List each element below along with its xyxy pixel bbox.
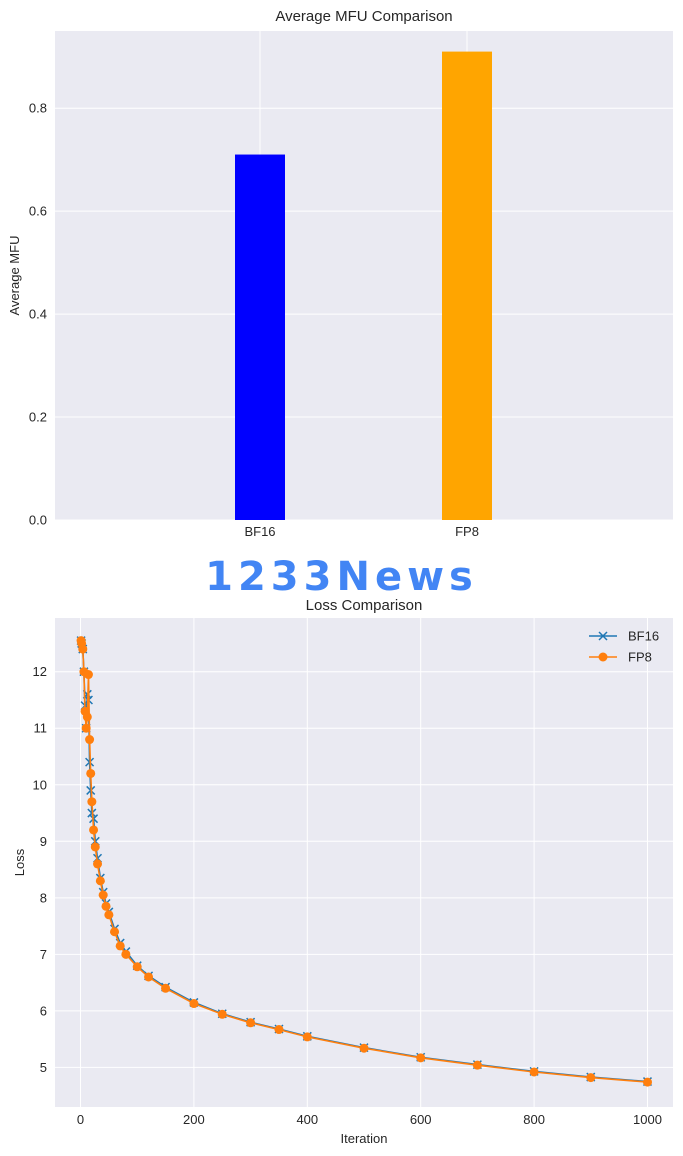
data-point-fp8 <box>93 859 103 869</box>
bar-fp8 <box>442 51 492 520</box>
mfu-bar-chart: 0.0 0.2 0.4 0.6 0.8 BF16 FP8 Average MFU Compar… <box>7 8 673 539</box>
data-point-fp8 <box>472 1060 482 1070</box>
data-point-fp8 <box>86 768 96 778</box>
x-tick-label: BF16 <box>244 524 275 539</box>
y-tick-label: 0.8 <box>29 101 47 116</box>
x-tick-label: 1000 <box>633 1112 662 1127</box>
y-tick-label: 12 <box>33 664 47 679</box>
x-tick-label: FP8 <box>455 524 479 539</box>
data-point-fp8 <box>81 723 91 733</box>
watermark-text: 1233News <box>205 554 478 600</box>
bar-bf16 <box>235 154 285 520</box>
y-tick-label: 0.6 <box>29 204 47 219</box>
data-point-fp8 <box>121 949 131 959</box>
data-point-fp8 <box>101 901 111 911</box>
data-point-fp8 <box>161 983 171 993</box>
data-point-fp8 <box>642 1077 652 1087</box>
legend-label: BF16 <box>628 629 659 644</box>
data-point-fp8 <box>144 972 154 982</box>
data-point-fp8 <box>416 1053 426 1063</box>
plot-area <box>55 618 673 1107</box>
y-axis-label: Loss <box>12 848 27 876</box>
y-tick-label: 10 <box>33 777 47 792</box>
y-tick-label: 9 <box>40 834 47 849</box>
data-point-fp8 <box>89 825 99 835</box>
data-point-fp8 <box>87 797 97 807</box>
x-axis-label: Iteration <box>341 1131 388 1146</box>
y-tick-label: 6 <box>40 1003 47 1018</box>
data-point-fp8 <box>110 927 120 937</box>
chart-title: Average MFU Comparison <box>275 8 452 25</box>
x-tick-label: 200 <box>183 1112 205 1127</box>
data-point-fp8 <box>90 842 100 852</box>
data-point-fp8 <box>98 890 108 900</box>
data-point-fp8 <box>85 735 95 745</box>
chart-title: Loss Comparison <box>306 597 423 614</box>
x-tick-label: 600 <box>410 1112 432 1127</box>
y-tick-label: 0.4 <box>29 307 47 322</box>
x-tick-label: 800 <box>523 1112 545 1127</box>
data-point-fp8 <box>104 910 114 920</box>
data-point-fp8 <box>189 999 199 1009</box>
data-point-fp8 <box>529 1067 539 1077</box>
y-tick-label: 7 <box>40 947 47 962</box>
legend-marker-fp8 <box>598 652 608 662</box>
data-point-fp8 <box>586 1073 596 1083</box>
data-point-fp8 <box>95 876 105 886</box>
data-point-fp8 <box>115 941 125 951</box>
plot-area <box>55 31 673 520</box>
data-point-fp8 <box>217 1009 227 1019</box>
y-tick-label: 11 <box>34 721 48 736</box>
data-point-fp8 <box>302 1032 312 1042</box>
data-point-fp8 <box>82 712 92 722</box>
x-tick-label: 0 <box>77 1112 84 1127</box>
data-point-fp8 <box>78 644 88 654</box>
y-axis-label: Average MFU <box>7 236 22 316</box>
data-point-fp8 <box>132 962 142 972</box>
y-tick-label: 5 <box>40 1060 47 1075</box>
data-point-fp8 <box>83 670 93 680</box>
y-tick-label: 0.0 <box>29 513 47 528</box>
y-tick-label: 8 <box>40 890 47 905</box>
legend-marker-bf16 <box>598 631 608 641</box>
data-point-fp8 <box>359 1043 369 1053</box>
data-point-fp8 <box>274 1025 284 1035</box>
y-tick-label: 0.2 <box>29 410 47 425</box>
legend-label: FP8 <box>628 650 652 665</box>
data-point-fp8 <box>246 1018 256 1028</box>
x-tick-label: 400 <box>296 1112 318 1127</box>
